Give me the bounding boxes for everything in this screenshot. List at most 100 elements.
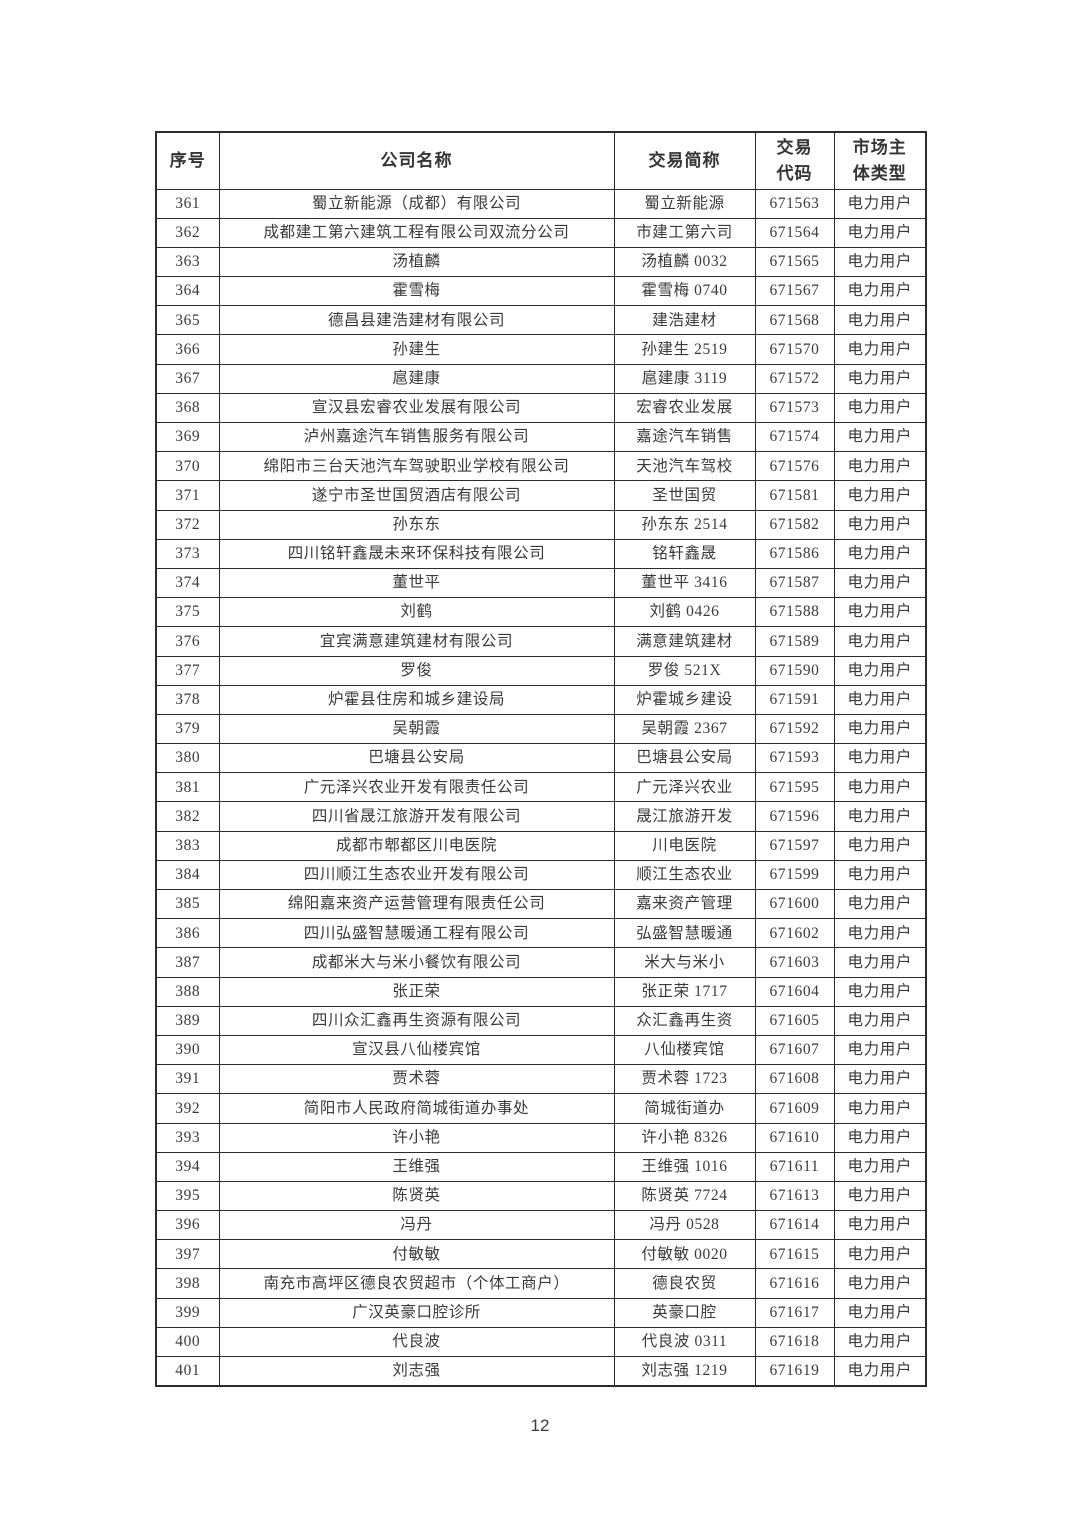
table-row: 392 简阳市人民政府简城街道办事处 简城街道办 671609 电力用户 (155, 1093, 927, 1124)
cell-abbr: 孙东东 2514 (613, 509, 756, 540)
cell-code: 671619 (754, 1355, 835, 1387)
cell-abbr: 简城街道办 (613, 1093, 756, 1124)
cell-comp: 四川省晟江旅游开发有限公司 (218, 801, 615, 832)
cell-type: 电力用户 (833, 947, 927, 978)
cell-type: 电力用户 (833, 421, 927, 453)
cell-abbr: 德良农贸 (613, 1268, 756, 1299)
cell-abbr: 吴朝霞 2367 (613, 713, 756, 745)
cell-code: 671564 (754, 217, 835, 248)
cell-seq: 384 (155, 859, 220, 891)
cell-type: 电力用户 (833, 1180, 927, 1212)
cell-seq: 398 (155, 1268, 220, 1299)
cell-comp: 蜀立新能源（成都）有限公司 (218, 188, 615, 219)
cell-abbr: 代良波 0311 (613, 1326, 756, 1358)
cell-abbr: 炉霍城乡建设 (613, 684, 756, 715)
cell-type: 电力用户 (833, 859, 927, 891)
cell-comp: 四川顺江生态农业开发有限公司 (218, 859, 615, 891)
cell-seq: 374 (155, 567, 220, 599)
cell-comp: 付敏敏 (218, 1239, 615, 1270)
cell-type: 电力用户 (833, 451, 927, 482)
table-row: 368 宣汉县宏睿农业发展有限公司 宏睿农业发展 671573 电力用户 (155, 392, 927, 424)
cell-type: 电力用户 (833, 772, 927, 803)
cell-seq: 393 (155, 1122, 220, 1153)
cell-seq: 375 (155, 597, 220, 628)
cell-comp: 孙建生 (218, 334, 615, 365)
cell-abbr: 孙建生 2519 (613, 334, 756, 365)
cell-comp: 遂宁市圣世国贸酒店有限公司 (218, 480, 615, 511)
table-header-row: 序号 公司名称 交易简称 交易 代码 市场主 体类型 (155, 131, 927, 190)
cell-seq: 376 (155, 626, 220, 657)
cell-code: 671597 (754, 830, 835, 861)
cell-code: 671600 (754, 888, 835, 920)
table-row: 370 绵阳市三台天池汽车驾驶职业学校有限公司 天池汽车驾校 671576 电力用户 (155, 451, 927, 482)
table-row: 396 冯丹 冯丹 0528 671614 电力用户 (155, 1210, 927, 1241)
cell-type: 电力用户 (833, 334, 927, 365)
cell-type: 电力用户 (833, 1093, 927, 1124)
cell-code: 671617 (754, 1297, 835, 1328)
cell-abbr: 英豪口腔 (613, 1297, 756, 1328)
cell-seq: 391 (155, 1064, 220, 1095)
cell-comp: 德昌县建浩建材有限公司 (218, 305, 615, 336)
cell-code: 671615 (754, 1239, 835, 1270)
cell-code: 671607 (754, 1034, 835, 1066)
cell-comp: 绵阳嘉来资产运营管理有限责任公司 (218, 888, 615, 920)
cell-seq: 382 (155, 801, 220, 832)
table-row: 377 罗俊 罗俊 521X 671590 电力用户 (155, 655, 927, 686)
cell-type: 电力用户 (833, 888, 927, 920)
table-row: 398 南充市高坪区德良农贸超市（个体工商户） 德良农贸 671616 电力用户 (155, 1268, 927, 1299)
cell-comp: 贾术蓉 (218, 1064, 615, 1095)
cell-abbr: 圣世国贸 (613, 480, 756, 511)
cell-abbr: 天池汽车驾校 (613, 451, 756, 482)
cell-type: 电力用户 (833, 655, 927, 686)
cell-abbr: 陈贤英 7724 (613, 1180, 756, 1212)
cell-seq: 371 (155, 480, 220, 511)
cell-seq: 397 (155, 1239, 220, 1270)
cell-type: 电力用户 (833, 1034, 927, 1066)
cell-type: 电力用户 (833, 684, 927, 715)
cell-abbr: 汤植麟 0032 (613, 246, 756, 278)
table-row: 376 宜宾满意建筑建材有限公司 满意建筑建材 671589 电力用户 (155, 626, 927, 657)
cell-seq: 365 (155, 305, 220, 336)
table-row: 374 董世平 董世平 3416 671587 电力用户 (155, 567, 927, 599)
column-header-abbr: 交易简称 (613, 131, 756, 190)
cell-comp: 成都市郫都区川电医院 (218, 830, 615, 861)
cell-code: 671593 (754, 743, 835, 774)
market-entity-registry: 序号 公司名称 交易简称 交易 代码 市场主 体类型 361 蜀立新能源（成都）有限公司蜀… (155, 131, 927, 1387)
cell-abbr: 顺江生态农业 (613, 859, 756, 891)
cell-type: 电力用户 (833, 743, 927, 774)
cell-code: 671589 (754, 626, 835, 657)
cell-code: 671570 (754, 334, 835, 365)
cell-seq: 366 (155, 334, 220, 365)
cell-code: 671573 (754, 392, 835, 424)
table-row: 381 广元泽兴农业开发有限责任公司 广元泽兴农业 671595 电力用户 (155, 772, 927, 803)
cell-code: 671582 (754, 509, 835, 540)
cell-code: 671565 (754, 246, 835, 278)
cell-comp: 宜宾满意建筑建材有限公司 (218, 626, 615, 657)
cell-seq: 368 (155, 392, 220, 424)
cell-abbr: 弘盛智慧暖通 (613, 918, 756, 949)
cell-seq: 388 (155, 976, 220, 1007)
table-body: 361 蜀立新能源（成都）有限公司 蜀立新能源 671563 电力用户 362 成都建工第六… (155, 188, 927, 1387)
table-row: 394 王维强 王维强 1016 671611 电力用户 (155, 1151, 927, 1182)
cell-abbr: 刘鹤 0426 (613, 597, 756, 628)
cell-seq: 369 (155, 421, 220, 453)
cell-code: 671596 (754, 801, 835, 832)
cell-abbr: 扈建康 3119 (613, 363, 756, 394)
cell-type: 电力用户 (833, 217, 927, 248)
cell-type: 电力用户 (833, 918, 927, 949)
cell-code: 671618 (754, 1326, 835, 1358)
cell-seq: 373 (155, 538, 220, 569)
cell-comp: 四川弘盛智慧暖通工程有限公司 (218, 918, 615, 949)
cell-type: 电力用户 (833, 713, 927, 745)
cell-type: 电力用户 (833, 480, 927, 511)
cell-type: 电力用户 (833, 1064, 927, 1095)
cell-seq: 392 (155, 1093, 220, 1124)
table-row: 399 广汉英豪口腔诊所 英豪口腔 671617 电力用户 (155, 1297, 927, 1328)
cell-abbr: 付敏敏 0020 (613, 1239, 756, 1270)
table-row: 383 成都市郫都区川电医院 川电医院 671597 电力用户 (155, 830, 927, 861)
cell-code: 671613 (754, 1180, 835, 1212)
cell-comp: 宣汉县宏睿农业发展有限公司 (218, 392, 615, 424)
cell-abbr: 广元泽兴农业 (613, 772, 756, 803)
cell-abbr: 贾术蓉 1723 (613, 1064, 756, 1095)
cell-abbr: 罗俊 521X (613, 655, 756, 686)
